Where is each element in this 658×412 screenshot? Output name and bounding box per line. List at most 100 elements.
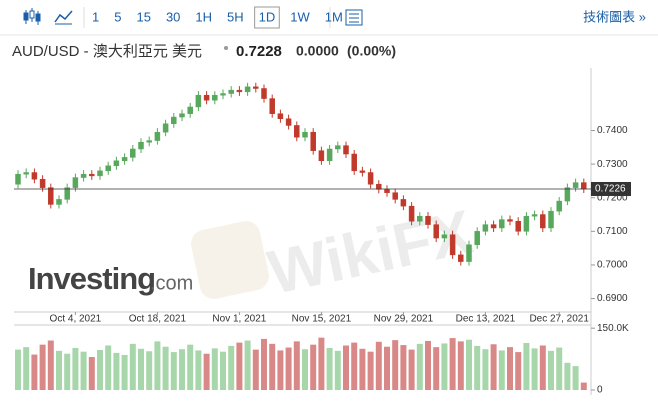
candle-body xyxy=(507,219,513,222)
candle-body xyxy=(269,98,275,114)
volume-bar xyxy=(367,351,374,390)
y-tick-label: 0.7200 xyxy=(597,192,628,203)
x-tick-label: Oct 4, 2021 xyxy=(50,314,102,325)
interval-button[interactable]: 1W xyxy=(290,9,310,24)
symbol: AUD/USD - 澳大利亞元 美元 xyxy=(12,43,202,60)
volume-bar xyxy=(531,348,538,390)
volume-bar xyxy=(261,338,267,390)
volume-tick-label: 150.0K xyxy=(597,323,629,334)
technical-chart-link[interactable]: 技術圖表 » xyxy=(583,9,646,24)
candle-body xyxy=(31,172,38,180)
volume-bar xyxy=(523,343,530,390)
status-dot xyxy=(224,46,228,50)
candle-body xyxy=(343,145,349,155)
candle-body xyxy=(162,123,169,133)
interval-button[interactable]: 5H xyxy=(227,9,244,24)
candle-body xyxy=(540,214,546,229)
volume-bar xyxy=(564,362,571,390)
candle-body xyxy=(392,192,398,200)
volume-bar xyxy=(31,354,38,390)
candle-body xyxy=(384,189,390,193)
candle-body xyxy=(97,170,103,177)
x-tick-label: Dec 13, 2021 xyxy=(456,314,516,325)
volume-bar xyxy=(457,341,464,390)
candle-body xyxy=(285,118,292,126)
candle-body xyxy=(318,150,325,162)
volume-bar xyxy=(556,347,563,390)
volume-bar xyxy=(400,345,407,390)
settings-icon[interactable] xyxy=(345,9,363,26)
interval-button[interactable]: 1D xyxy=(259,9,276,24)
volume-bar xyxy=(113,352,120,390)
line-icon[interactable] xyxy=(54,10,73,23)
volume-bar xyxy=(498,350,505,390)
volume-bar xyxy=(138,348,144,390)
change: 0.0000 xyxy=(296,43,339,59)
candle-body xyxy=(220,93,226,96)
volume-bar xyxy=(88,357,95,390)
candle-body xyxy=(294,125,300,138)
interval-button[interactable]: 1 xyxy=(92,9,99,24)
candle-body xyxy=(335,145,341,150)
candle-body xyxy=(72,177,79,188)
candle-body xyxy=(302,131,308,138)
volume-bar xyxy=(203,353,210,390)
candle-body xyxy=(89,173,95,177)
candle-body xyxy=(326,148,333,162)
candle-body xyxy=(146,140,152,143)
candle-body xyxy=(449,234,456,256)
candle-body xyxy=(376,184,382,190)
x-tick-label: Nov 15, 2021 xyxy=(292,314,352,325)
interval-button[interactable]: 15 xyxy=(136,9,150,24)
candle-body xyxy=(490,224,497,229)
toolbar: 技術圖表 » xyxy=(23,6,646,29)
interval-button[interactable]: 1M xyxy=(325,9,343,24)
candle-body xyxy=(441,234,448,239)
volume-bar xyxy=(80,351,87,390)
volume-bar xyxy=(39,344,46,390)
candle-body xyxy=(277,113,284,119)
candle-body xyxy=(179,113,185,118)
volume-bar xyxy=(293,341,300,390)
plot: 0.6900 0.7000 0.7100 0.7200 0.7300 0.7400 0 150… xyxy=(14,82,631,396)
interval-button[interactable]: 30 xyxy=(166,9,180,24)
candle-body xyxy=(80,173,87,178)
volume-bar xyxy=(318,337,325,390)
candle-body xyxy=(64,187,70,200)
brand-watermark: Investing xyxy=(28,261,155,296)
y-tick-label: 0.7300 xyxy=(597,159,628,170)
volume-bar xyxy=(72,347,79,390)
volume-bar xyxy=(392,340,399,390)
volume-bar xyxy=(482,349,489,390)
volume-bar xyxy=(23,347,30,390)
candle-body xyxy=(105,165,111,172)
volume-bar xyxy=(236,342,243,390)
candle-body xyxy=(564,187,571,202)
volume-bar xyxy=(334,350,341,390)
candle-body xyxy=(130,148,136,158)
last-price-label: 0.7226 xyxy=(595,184,626,195)
volume-bar xyxy=(228,345,235,390)
interval-button[interactable]: 5 xyxy=(114,9,121,24)
candle-body xyxy=(15,173,21,185)
candle-body xyxy=(572,182,579,188)
candle-body xyxy=(228,89,234,94)
volume-bar xyxy=(269,343,276,390)
volume-bar xyxy=(195,350,202,390)
volume-bar xyxy=(146,351,153,390)
change-pct: (0.00%) xyxy=(347,43,396,59)
candle-body xyxy=(48,187,54,205)
volume-bar xyxy=(154,341,161,390)
volume-bar xyxy=(539,345,546,390)
volume-bar xyxy=(121,354,128,390)
candle-icon[interactable] xyxy=(23,8,41,25)
volume-bar xyxy=(490,344,497,390)
interval-button[interactable]: 1H xyxy=(195,9,212,24)
volume-bar xyxy=(162,346,169,390)
volume-bar xyxy=(474,345,481,390)
y-tick-label: 0.6900 xyxy=(597,293,628,304)
candle-body xyxy=(499,219,505,229)
volume-bar xyxy=(408,349,415,390)
candle-body xyxy=(482,224,489,232)
